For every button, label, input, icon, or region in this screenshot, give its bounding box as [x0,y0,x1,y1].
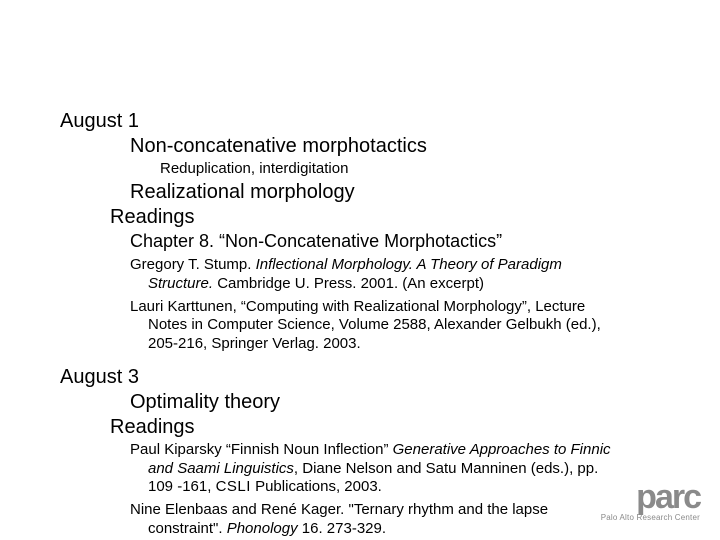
day2-topic-ot: Optimality theory [130,391,660,414]
parc-logo: parc Palo Alto Research Center [601,484,700,522]
day2-ref-elenbaas: Nine Elenbaas and René Kager. "Ternary r… [130,501,620,539]
day1-subtopic: Reduplication, interdigitation [160,160,660,177]
day1-ref-karttunen: Lauri Karttunen, “Computing with Realiza… [130,298,620,354]
day1-date: August 1 [60,110,660,133]
parc-logo-text: parc [601,484,700,511]
ref-title-italic: Phonology [227,520,298,537]
day2-ref-kiparsky: Paul Kiparsky “Finnish Noun Inflection” … [130,441,620,497]
ref-text: Paul Kiparsky “Finnish Noun Inflection” [130,441,393,458]
ref-text: Gregory T. Stump. [130,256,256,273]
day2-date: August 3 [60,366,660,389]
day1-ref-stump: Gregory T. Stump. Inflectional Morpholog… [130,256,620,294]
ref-text: 16. 273-329. [298,520,386,537]
day2-readings-label: Readings [110,416,660,439]
day1-topic-nonconcat: Non-concatenative morphotactics [130,135,660,158]
day1-topic-realizational: Realizational morphology [130,181,660,204]
ref-text: Publications, 2003. [251,478,382,495]
ref-text: Cambridge U. Press. 2001. (An excerpt) [213,275,484,292]
slide: August 1 Non-concatenative morphotactics… [0,0,720,540]
day1-chapter: Chapter 8. “Non-Concatenative Morphotact… [130,231,660,252]
day1-readings-label: Readings [110,206,660,229]
parc-logo-subtext: Palo Alto Research Center [601,513,700,522]
ref-smallcaps: CSLI [216,478,251,495]
